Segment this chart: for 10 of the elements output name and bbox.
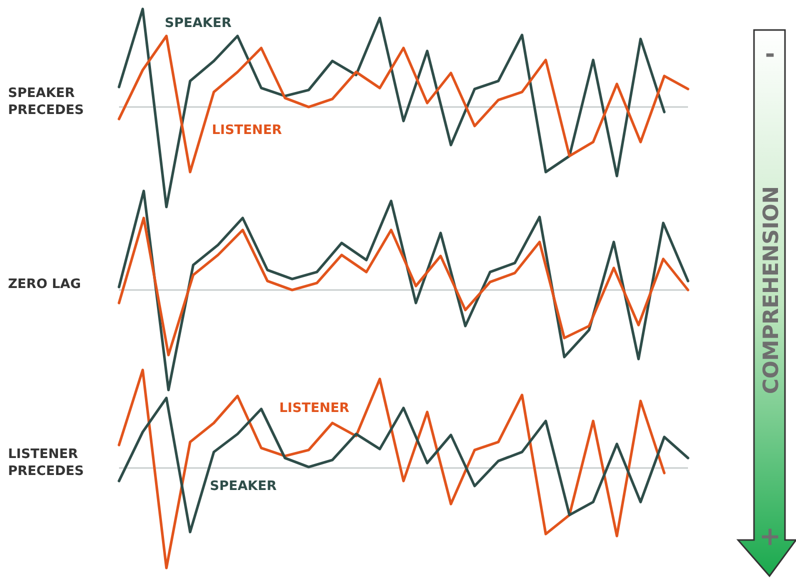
text: - <box>765 40 775 68</box>
series-label: SPEAKER <box>210 479 277 494</box>
series-label: SPEAKER <box>164 16 232 31</box>
series-label: LISTENER <box>279 401 350 416</box>
text: SPEAKER PRECEDES <box>8 86 84 118</box>
text: LISTENER PRECEDES <box>8 447 84 479</box>
series-label: LISTENER <box>212 123 282 138</box>
text: ZERO LAG <box>8 277 81 292</box>
text: COMPREHENSION <box>759 186 783 394</box>
text: + <box>759 522 781 552</box>
